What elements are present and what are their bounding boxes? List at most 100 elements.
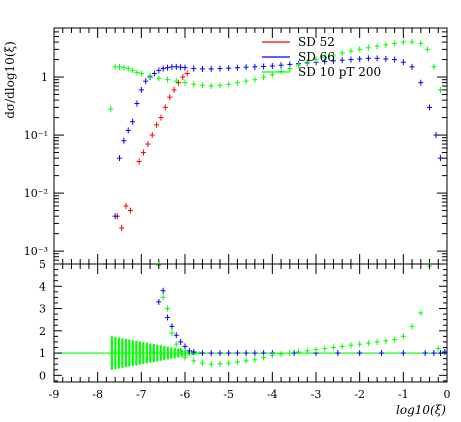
bottom-data-point: [169, 323, 175, 330]
top-panel: 10⁻³ 10⁻² 10⁻¹ 1 dσ/dlog10(ξ): [3, 27, 448, 265]
top-data-point: [348, 56, 354, 63]
top-data-point: [418, 40, 424, 47]
top-data-point: [339, 57, 345, 64]
bottom-data-point: [186, 347, 192, 354]
bottom-data-point: [291, 350, 297, 357]
bottom-y-tick-label: 1: [39, 347, 46, 360]
error-band-bar: [194, 351, 197, 355]
x-axis-label: log10(ξ): [396, 403, 446, 417]
bottom-data-point: [278, 351, 284, 358]
x-tick-label: -5: [223, 388, 234, 401]
error-band-bar: [142, 342, 145, 364]
top-data-point: [127, 207, 133, 214]
top-data-point: [130, 67, 136, 74]
top-data-point: [130, 118, 136, 125]
top-data-point: [112, 63, 118, 70]
top-data-point: [180, 74, 186, 81]
top-data-point: [165, 64, 171, 71]
top-series-1: [112, 55, 443, 220]
top-data-point: [125, 65, 131, 72]
top-data-point: [365, 55, 371, 62]
bottom-data-point: [330, 344, 336, 351]
bottom-data-point: [442, 348, 448, 355]
bottom-data-point: [287, 350, 293, 357]
x-tick-label: -2: [354, 388, 365, 401]
top-data-point: [167, 94, 173, 101]
top-data-point: [418, 79, 424, 86]
top-data-point: [123, 202, 129, 209]
bottom-data-point: [431, 350, 437, 357]
bottom-data-point: [348, 342, 354, 349]
top-data-point: [158, 114, 164, 121]
top-data-point: [191, 65, 197, 72]
top-data-point: [217, 65, 223, 72]
bottom-data-point: [322, 345, 328, 352]
top-data-point: [374, 55, 380, 62]
top-y-axis: 10⁻³ 10⁻² 10⁻¹ 1: [24, 27, 447, 265]
top-data-point: [117, 155, 122, 162]
bottom-y-tick-label: 4: [39, 280, 46, 293]
top-data-point: [409, 63, 415, 70]
x-tick-label: 0: [444, 388, 451, 401]
bottom-data-point: [217, 350, 223, 357]
bottom-data-point: [165, 305, 171, 312]
top-data-point: [226, 81, 232, 88]
top-data-point: [149, 132, 155, 139]
top-data-point: [226, 65, 232, 72]
bottom-data-point: [178, 338, 184, 345]
top-y-tick-label: 10⁻³: [24, 245, 48, 258]
bottom-data-point: [435, 345, 441, 352]
bottom-data-point: [339, 343, 345, 350]
bottom-data-point: [160, 294, 166, 301]
top-data-point: [165, 76, 171, 83]
x-tick-label: -6: [180, 388, 191, 401]
top-data-point: [208, 83, 214, 90]
bottom-series-1: [156, 262, 441, 368]
bottom-data-marks: [54, 262, 448, 370]
top-data-point: [252, 63, 258, 70]
bottom-data-point: [217, 360, 223, 367]
legend-item: SD 52: [262, 35, 335, 49]
top-data-point: [374, 43, 380, 50]
top-data-point: [409, 39, 415, 46]
error-band-bar: [177, 348, 180, 358]
top-data-point: [304, 59, 310, 66]
error-band-bar: [163, 345, 166, 361]
error-band-bar: [170, 347, 173, 359]
top-data-point: [392, 56, 398, 63]
top-data-point: [138, 70, 144, 77]
x-tick-label: -3: [311, 388, 322, 401]
bottom-data-point: [304, 347, 310, 354]
top-y-tick-label: 10⁻²: [24, 187, 48, 200]
top-data-point: [252, 76, 258, 83]
legend-item: SD 10 pT 200: [262, 65, 381, 79]
bottom-data-point: [409, 323, 415, 330]
bottom-data-point: [234, 350, 240, 357]
top-data-point: [278, 62, 284, 69]
top-data-point: [322, 54, 328, 61]
bottom-data-point: [199, 350, 205, 357]
bottom-data-point: [234, 358, 240, 365]
error-band-bar: [110, 336, 113, 370]
error-band-bar: [191, 351, 194, 355]
error-band-bar: [135, 340, 138, 366]
top-data-point: [269, 71, 275, 78]
top-data-point: [182, 79, 188, 86]
bottom-data-point: [392, 336, 398, 343]
top-data-point: [208, 65, 214, 72]
top-data-point: [217, 82, 223, 89]
top-y-axis-label: dσ/dlog10(ξ): [3, 41, 17, 119]
top-data-point: [119, 225, 125, 232]
bottom-y-tick-label: 5: [39, 258, 46, 271]
bottom-y-tick-label: 3: [39, 303, 46, 316]
bottom-data-point: [400, 350, 406, 357]
bottom-plot-frame: [53, 263, 448, 383]
bottom-data-point: [252, 356, 258, 363]
bottom-data-point: [422, 350, 428, 357]
bottom-data-point: [383, 337, 389, 344]
bottom-data-point: [160, 287, 166, 294]
top-data-point: [154, 121, 160, 128]
bottom-data-point: [208, 361, 214, 368]
bottom-y-axis: 0 1 2 3 4 5: [39, 258, 447, 382]
